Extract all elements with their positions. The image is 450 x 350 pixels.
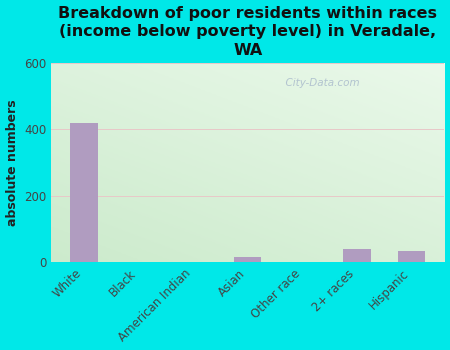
Bar bbox=[343, 249, 371, 262]
Title: Breakdown of poor residents within races
(income below poverty level) in Veradal: Breakdown of poor residents within races… bbox=[58, 6, 437, 58]
Bar bbox=[234, 257, 261, 262]
Bar bbox=[70, 123, 98, 262]
Y-axis label: absolute numbers: absolute numbers bbox=[5, 99, 18, 226]
Text: City-Data.com: City-Data.com bbox=[279, 78, 360, 88]
Bar bbox=[398, 251, 425, 262]
